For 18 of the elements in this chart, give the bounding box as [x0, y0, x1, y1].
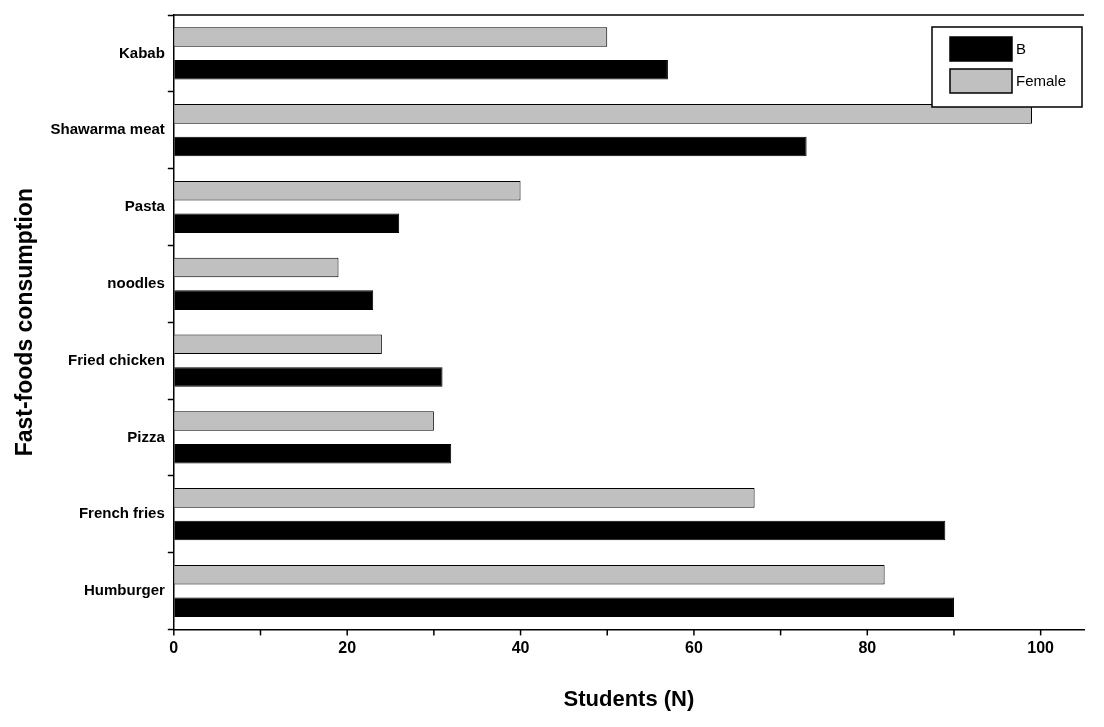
- y-tick-label: Pizza: [127, 427, 166, 445]
- x-tick-label: 0: [169, 639, 179, 657]
- x-tick-label: 20: [338, 639, 357, 657]
- y-axis-title: Fast-foods consumption: [11, 188, 38, 457]
- legend-label: Female: [1016, 72, 1067, 90]
- x-tick-label: 80: [858, 639, 877, 657]
- y-tick-label: Shawarma meat: [50, 120, 165, 138]
- x-tick-label: 40: [511, 639, 530, 657]
- legend-label: B: [1016, 40, 1027, 58]
- y-tick-label: noodles: [107, 273, 165, 291]
- x-tick-label: 100: [1027, 639, 1055, 657]
- y-tick-label: French fries: [78, 504, 165, 522]
- y-tick-label: Humburger: [83, 581, 165, 599]
- y-tick-label: Kabab: [118, 43, 165, 61]
- y-tick-label: Pasta: [124, 197, 166, 215]
- x-axis-title: Students (N): [563, 685, 695, 711]
- y-tick-label: Fried chicken: [68, 350, 165, 368]
- x-tick-label: 60: [685, 639, 703, 657]
